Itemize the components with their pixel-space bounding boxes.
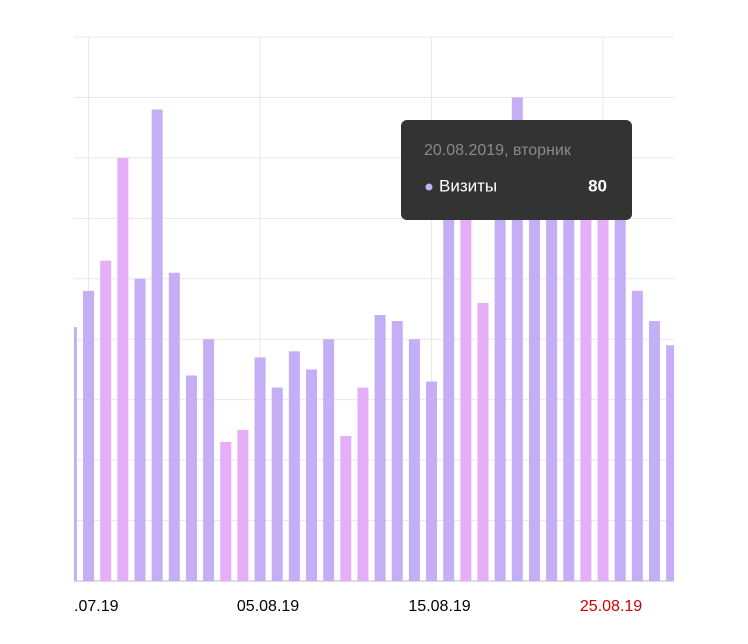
bar [374, 315, 386, 581]
tooltip-title: 20.08.2019, вторник [424, 142, 572, 159]
bar [460, 206, 472, 581]
bar [168, 272, 180, 581]
bar [185, 375, 197, 581]
bar [511, 97, 523, 581]
bar [254, 357, 266, 581]
tooltip-box [401, 120, 632, 220]
bar [83, 290, 95, 581]
x-tick-label: 15.08.19 [408, 598, 470, 615]
bar [271, 387, 283, 581]
bar [649, 321, 660, 581]
bar [631, 290, 643, 581]
bar [597, 194, 609, 581]
bar [100, 260, 112, 581]
x-tick-label: 25.08.19 [580, 598, 642, 615]
tooltip-series: Визиты [439, 176, 497, 195]
bar [408, 339, 420, 581]
bar [357, 387, 369, 581]
bar [220, 441, 232, 581]
bar [528, 145, 540, 582]
bar [340, 435, 352, 581]
tooltip: 20.08.2019, вторник Визиты 80 [401, 120, 632, 220]
x-labels: .07.19 05.08.19 15.08.19 25.08.19 [74, 598, 642, 615]
bar [494, 157, 506, 581]
bars [74, 97, 674, 582]
bar [391, 321, 403, 581]
bar [134, 278, 146, 581]
bar [546, 157, 558, 581]
bar [443, 188, 455, 581]
bar [323, 339, 335, 581]
x-tick-label: 05.08.19 [237, 598, 299, 615]
bar [237, 429, 249, 581]
legend-dot [425, 183, 433, 191]
bar [614, 206, 626, 581]
bar [563, 169, 575, 581]
bar [117, 157, 129, 581]
x-tick-label: .07.19 [74, 598, 119, 615]
bar [580, 188, 592, 581]
bar [151, 109, 163, 582]
bar [426, 381, 438, 581]
bar [666, 345, 674, 581]
bar [74, 327, 77, 581]
bar [477, 302, 489, 581]
bar [288, 351, 300, 581]
tooltip-value: 80 [588, 176, 607, 195]
bar [306, 369, 317, 581]
bar [203, 339, 215, 581]
